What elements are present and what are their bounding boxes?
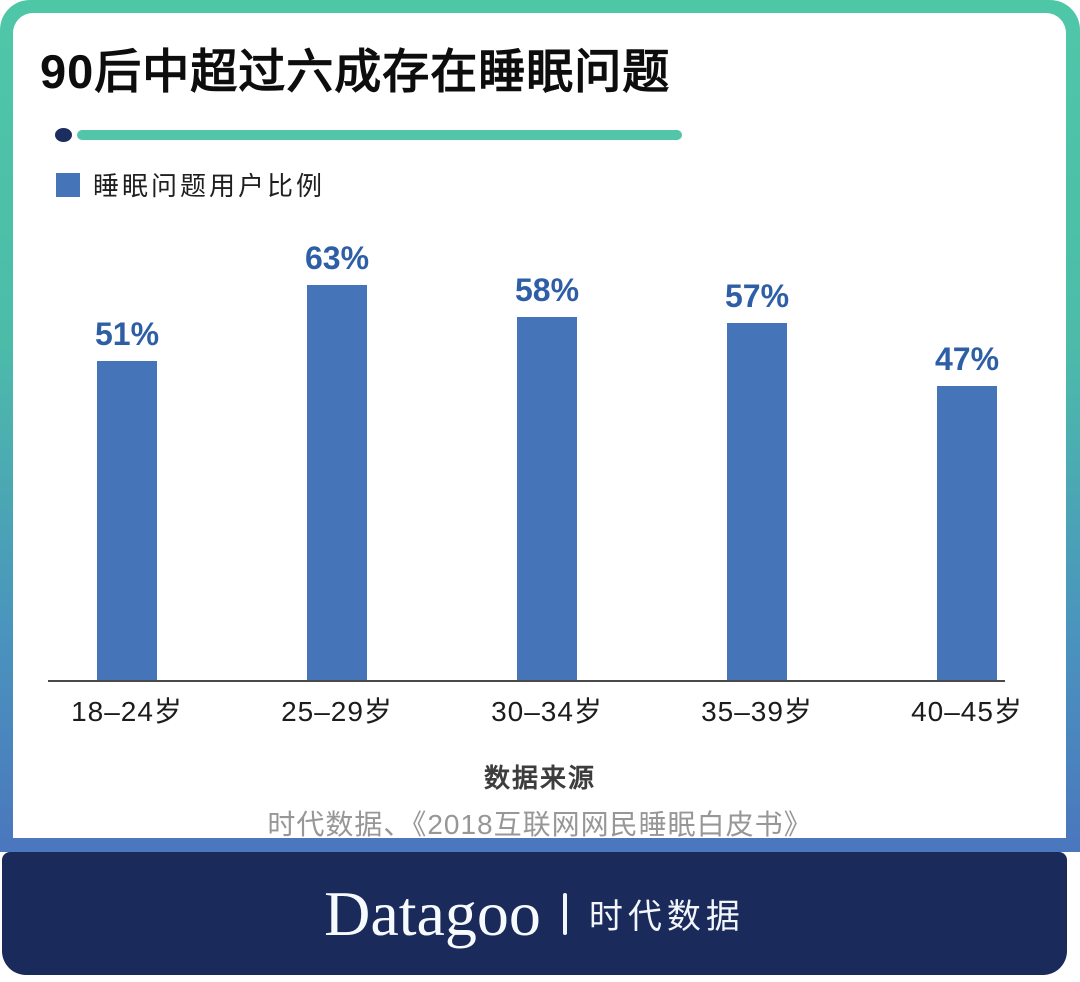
x-axis-line — [48, 680, 1005, 682]
source-block: 数据来源 时代数据、《2018互联网网民睡眠白皮书》 — [0, 758, 1080, 843]
bar-value-label: 63% — [304, 240, 370, 277]
divider-line — [77, 130, 682, 140]
source-text: 时代数据、《2018互联网网民睡眠白皮书》 — [267, 809, 813, 840]
chart-legend: 睡眠问题用户比例 — [56, 166, 325, 203]
page-title: 90后中超过六成存在睡眠问题 — [40, 45, 671, 98]
bar — [307, 285, 367, 682]
bar — [727, 323, 787, 682]
x-axis-label: 18–24岁 — [71, 696, 183, 727]
legend-label: 睡眠问题用户比例 — [93, 171, 326, 201]
title-divider — [55, 126, 695, 142]
legend-swatch-icon — [56, 172, 80, 197]
footer-divider-icon — [562, 892, 567, 935]
bar — [517, 317, 577, 682]
bar-column: 57% — [652, 230, 862, 682]
source-heading: 数据来源 — [483, 763, 596, 793]
bar-column: 63% — [232, 230, 442, 682]
x-axis-label: 30–34岁 — [491, 696, 603, 727]
footer-banner: Datagoo 时代数据 — [2, 852, 1067, 975]
x-axis-label: 35–39岁 — [701, 696, 813, 727]
x-axis-label: 25–29岁 — [281, 696, 393, 727]
bar-column: 58% — [442, 230, 652, 682]
bar-value-label: 57% — [724, 278, 790, 315]
x-axis-label: 40–45岁 — [911, 696, 1023, 727]
brand-logo-cn: 时代数据 — [588, 898, 745, 936]
bar-chart: 51% 63% 58% 57% 47% — [22, 230, 1072, 682]
footer-stripe — [0, 838, 1080, 852]
brand-logo-en: Datagoo — [324, 877, 541, 949]
bar-value-label: 58% — [514, 272, 580, 309]
x-axis-labels: 18–24岁 25–29岁 30–34岁 35–39岁 40–45岁 — [22, 690, 1072, 730]
divider-dot-icon — [55, 128, 72, 142]
bar — [937, 386, 997, 682]
bar — [97, 361, 157, 682]
bar-value-label: 47% — [934, 341, 1000, 378]
bar-column: 47% — [862, 230, 1072, 682]
bar-column: 51% — [22, 230, 232, 682]
bar-value-label: 51% — [94, 316, 160, 353]
